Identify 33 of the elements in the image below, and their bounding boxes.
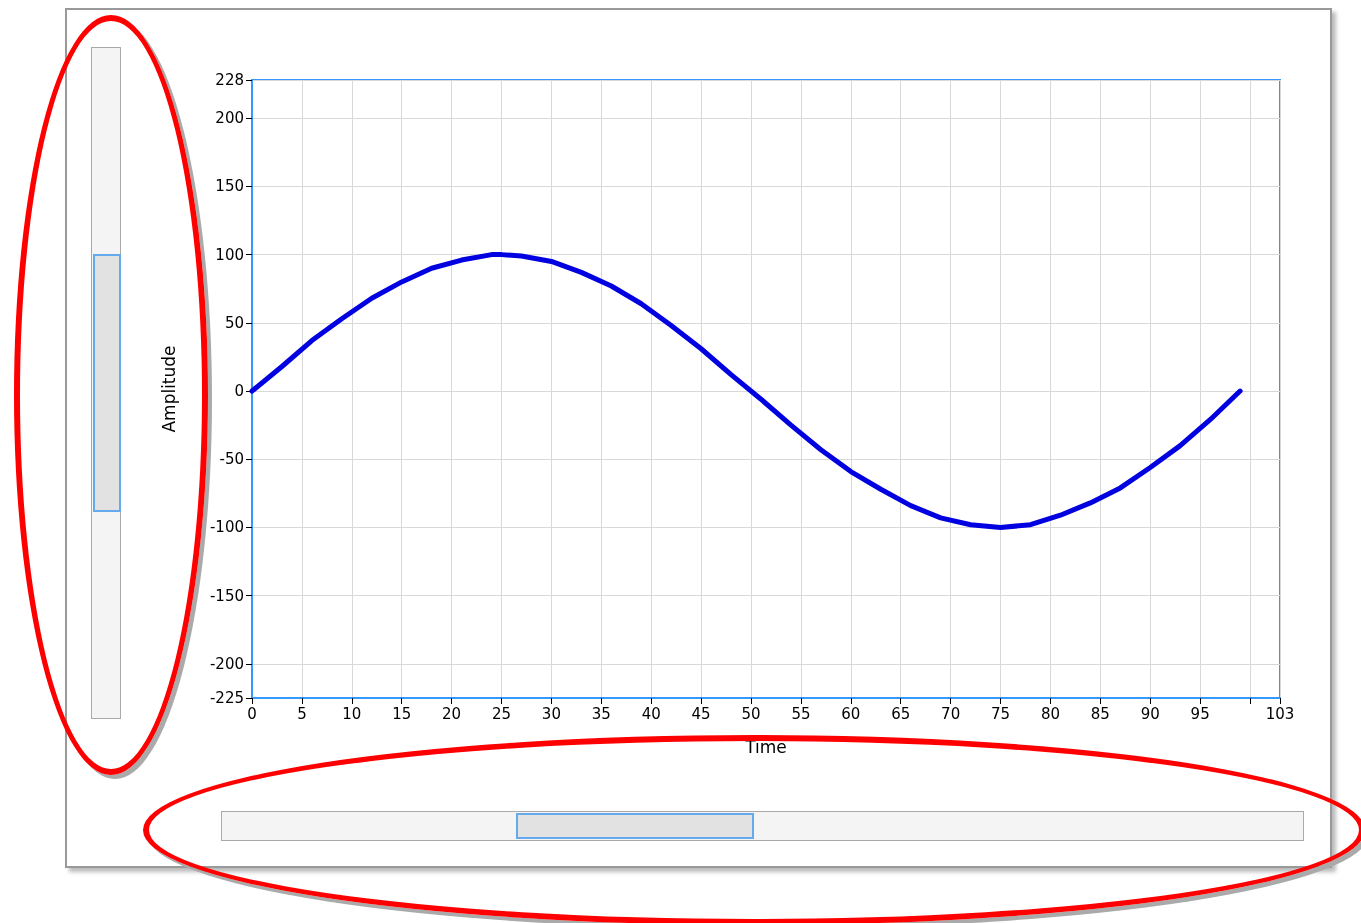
y-tick-label: 200 <box>215 109 244 128</box>
y-tick-label: -50 <box>219 450 244 469</box>
x-tick-label: 65 <box>891 704 911 723</box>
y-axis-title: Amplitude <box>158 345 179 433</box>
x-tick-label: 5 <box>297 704 307 723</box>
y-tick-label: -150 <box>209 586 244 605</box>
x-tick-label: 95 <box>1190 704 1210 723</box>
y-tick-label: 0 <box>234 382 244 401</box>
x-tick-label: 15 <box>392 704 412 723</box>
x-tick-label: 103 <box>1265 704 1295 723</box>
x-tick-label: 40 <box>641 704 661 723</box>
x-tick-label: 30 <box>541 704 561 723</box>
x-tick-label: 45 <box>691 704 711 723</box>
y-tick-label: 100 <box>215 245 244 264</box>
y-tick-label: -225 <box>209 689 244 707</box>
x-tick-label: 60 <box>841 704 861 723</box>
y-tick-label: 150 <box>215 177 244 196</box>
x-tick-label: 55 <box>791 704 811 723</box>
x-tick-label: 10 <box>342 704 362 723</box>
x-tick-label: 85 <box>1090 704 1110 723</box>
x-tick-label: 70 <box>941 704 961 723</box>
x-tick-label: 20 <box>442 704 462 723</box>
x-tick-label: 80 <box>1040 704 1060 723</box>
x-tick-label: 50 <box>741 704 761 723</box>
y-tick-label: -200 <box>209 654 244 673</box>
x-tick-label: 0 <box>247 704 257 723</box>
x-tick-label: 25 <box>491 704 512 723</box>
x-tick-label: 75 <box>991 704 1011 723</box>
x-tick-label: 35 <box>591 704 611 723</box>
y-tick-label: -100 <box>209 518 244 537</box>
x-tick-label: 90 <box>1140 704 1160 723</box>
y-tick-label: 50 <box>224 313 244 332</box>
y-tick-label: 228 <box>215 71 244 89</box>
